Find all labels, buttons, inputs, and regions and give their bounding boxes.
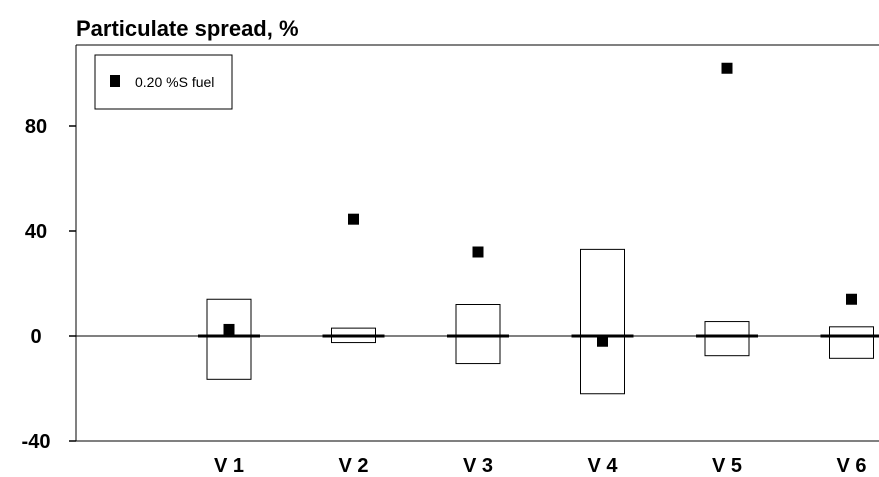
range-box [206,298,252,380]
data-point-marker [597,335,608,347]
range-box [455,304,501,365]
range-box [580,248,625,395]
range-box [829,326,874,359]
range-boxes [198,248,879,395]
x-tick-label: V 6 [836,455,866,477]
x-tick-label: V 4 [587,455,618,477]
range-box [704,321,750,357]
x-axis-labels: V 1 V 2 V 3 V 4 V 5 V 6 [214,455,867,477]
x-tick-label: V 5 [712,455,742,477]
y-tick-label: -40 [22,431,51,453]
data-point-marker [846,293,857,305]
y-tick-label: 0 [30,326,41,348]
x-tick-label: V 2 [338,455,368,477]
y-tick-label: 40 [25,221,47,243]
y-axis-ticks: 80 40 0 -40 [22,116,76,453]
data-point-marker [721,62,733,74]
x-tick-label: V 1 [214,455,244,477]
data-markers [223,62,857,347]
chart-title: Particulate spread, % [76,16,299,41]
data-point-marker [223,323,235,335]
data-point-marker [348,213,359,225]
legend: 0.20 %S fuel [94,54,233,110]
x-tick-label: V 3 [463,455,493,477]
legend-marker-square [110,75,120,87]
legend-entry-label: 0.20 %S fuel [135,74,214,90]
data-point-marker [472,246,484,258]
y-tick-label: 80 [25,116,47,138]
